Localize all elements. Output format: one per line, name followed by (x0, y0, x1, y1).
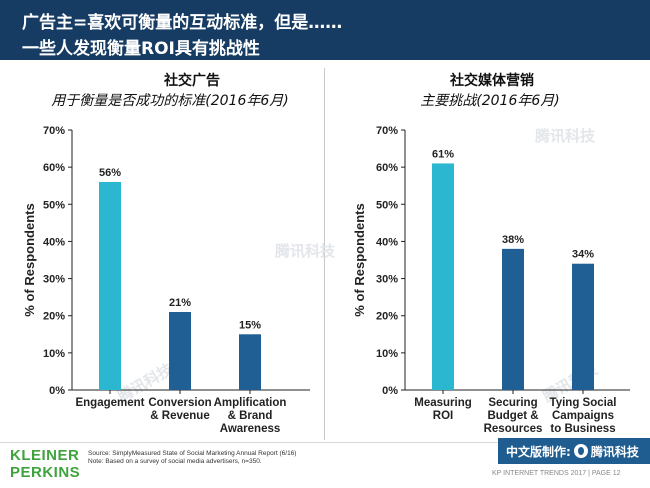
page-footer: KP INTERNET TRENDS 2017 | PAGE 12 (492, 470, 621, 477)
tencent-logo-icon (573, 444, 588, 458)
y-tick-label: 70% (43, 125, 65, 137)
watermark: 腾讯科技 (275, 242, 336, 260)
x-category-label: & Revenue (150, 410, 209, 422)
bar-value-label: 34% (572, 249, 594, 261)
footer-divider (0, 442, 650, 443)
right-panel-title: 社交媒体营销 (450, 73, 534, 89)
x-category-label: Awareness (220, 423, 281, 435)
y-tick-label: 30% (376, 274, 398, 286)
y-tick-label: 10% (376, 348, 398, 360)
bar-value-label: 38% (502, 234, 524, 246)
bar (239, 334, 261, 390)
x-category-label: Resources (484, 423, 543, 435)
note-text: Note: Based on a survey of social media … (88, 458, 262, 465)
watermark: 腾讯科技 (535, 127, 596, 145)
y-tick-label: 60% (43, 162, 65, 174)
brand-line2: PERKINS (10, 464, 81, 481)
y-tick-label: 0% (49, 385, 65, 397)
y-tick-label: 10% (43, 348, 65, 360)
credit-prefix: 中文版制作: (506, 444, 571, 459)
bar (572, 263, 594, 390)
bar (432, 163, 454, 390)
header-title-line2: 一些人发现衡量ROI具有挑战性 (22, 39, 260, 59)
panel-divider (324, 68, 325, 440)
header-title-line1: 广告主=喜欢可衡量的互动标准，但是…… (22, 13, 343, 33)
y-axis-label: % of Respondents (352, 203, 367, 316)
y-tick-label: 50% (376, 199, 398, 211)
x-category-label: Amplification (214, 397, 287, 409)
y-tick-label: 40% (376, 236, 398, 248)
brand-line1: KLEINER (10, 447, 80, 464)
x-category-label: Securing (488, 397, 537, 409)
source-note: Source: SimplyMeasured State of Social M… (88, 450, 296, 466)
bar-value-label: 56% (99, 167, 121, 179)
x-category-label: Budget & (487, 410, 538, 422)
bar-value-label: 21% (169, 297, 191, 309)
y-tick-label: 20% (43, 311, 65, 323)
bar (99, 182, 121, 390)
x-category-label: to Business (550, 423, 615, 435)
y-tick-label: 20% (376, 311, 398, 323)
y-tick-label: 40% (43, 236, 65, 248)
credit-brand: 腾讯科技 (590, 444, 639, 459)
y-tick-label: 0% (382, 385, 398, 397)
right-panel-subtitle: 主要挑战(2016年6月) (420, 93, 560, 109)
source-text: Source: SimplyMeasured State of Social M… (88, 450, 297, 457)
bar-value-label: 61% (432, 148, 454, 160)
x-category-label: ROI (433, 410, 453, 422)
credit-badge: 中文版制作: 腾讯科技 (498, 438, 650, 464)
y-tick-label: 60% (376, 162, 398, 174)
y-tick-label: 30% (43, 274, 65, 286)
kleiner-perkins-logo: KLEINER PERKINS (10, 447, 80, 481)
x-category-label: Tying Social (550, 397, 617, 409)
bar (169, 312, 191, 390)
y-tick-label: 50% (43, 199, 65, 211)
x-category-label: Engagement (75, 397, 144, 409)
y-tick-label: 70% (376, 125, 398, 137)
bar-value-label: 15% (239, 319, 261, 331)
x-category-label: Campaigns (552, 410, 614, 422)
left-panel-subtitle: 用于衡量是否成功的标准(2016年6月) (51, 93, 289, 109)
x-category-label: Measuring (414, 397, 472, 409)
bar (502, 248, 524, 390)
header-banner: 广告主=喜欢可衡量的互动标准，但是…… 一些人发现衡量ROI具有挑战性 (0, 0, 650, 60)
x-category-label: & Brand (228, 410, 273, 422)
left-panel-title: 社交广告 (164, 73, 220, 89)
x-category-label: Conversion (148, 397, 211, 409)
y-axis-label: % of Respondents (22, 203, 37, 316)
